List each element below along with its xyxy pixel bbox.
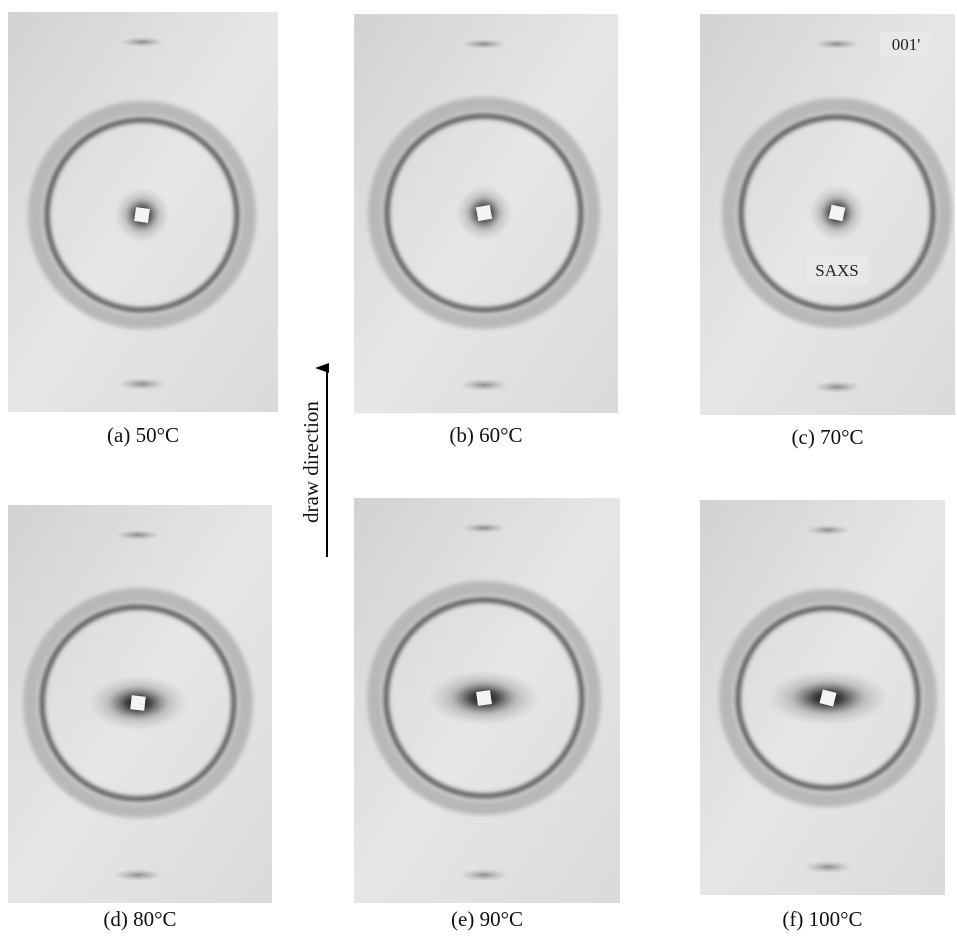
diffraction-panel: (e) 90°C (354, 498, 620, 931)
diffraction-ring (39, 604, 237, 802)
outer-halo (367, 581, 601, 815)
diffraction-ring (384, 113, 584, 313)
panel-caption: (f) 100°C (782, 907, 862, 931)
outer-halo (722, 98, 952, 328)
meridional-arc (462, 523, 506, 533)
outer-halo (719, 589, 937, 807)
outer-halo (23, 588, 253, 818)
diffraction-panel: (b) 60°C (354, 14, 618, 447)
meridional-arc (460, 869, 508, 881)
meridional-arc (815, 39, 859, 49)
panel-caption: (b) 60°C (449, 423, 522, 447)
meridional-arc (462, 39, 506, 49)
diffraction-panel: (c) 70°C (700, 14, 955, 449)
reflection-label: 001' (892, 35, 921, 54)
outer-halo (28, 101, 256, 329)
panels: (a) 50°C (b) 60°C (c) 70°C (d) 80°C (e) 90°C… (8, 12, 955, 931)
meridional-arc (804, 861, 852, 873)
diffraction-ring (735, 605, 921, 791)
label-box (806, 257, 868, 283)
beam-stop (828, 204, 846, 222)
diffraction-ring (738, 114, 936, 312)
meridional-arc (813, 381, 861, 393)
beam-stop (134, 207, 150, 223)
beam-stop (475, 204, 493, 222)
diffraction-panel: (f) 100°C (700, 500, 945, 931)
panel-caption: (c) 70°C (792, 425, 864, 449)
meridional-arc (806, 525, 850, 535)
meridional-arc (118, 378, 166, 390)
diffraction-panel: (d) 80°C (8, 505, 272, 931)
beam-stop (130, 695, 146, 711)
arrow-label: draw direction (299, 401, 323, 523)
meridional-arc (460, 379, 508, 391)
diffraction-panel: (a) 50°C (8, 12, 278, 447)
panel-caption: (e) 90°C (451, 907, 523, 931)
meridional-arc (114, 869, 162, 881)
diffraction-ring (44, 117, 240, 313)
diffraction-ring (383, 597, 585, 799)
panel-caption: (a) 50°C (107, 423, 179, 447)
meridional-arc (120, 37, 164, 47)
saxs-label: SAXS (815, 261, 858, 280)
outer-halo (368, 97, 600, 329)
meridional-arc (116, 530, 160, 540)
beam-stop (476, 690, 492, 706)
beam-stop (819, 689, 837, 707)
panel-caption: (d) 80°C (103, 907, 176, 931)
label-box (880, 32, 932, 56)
